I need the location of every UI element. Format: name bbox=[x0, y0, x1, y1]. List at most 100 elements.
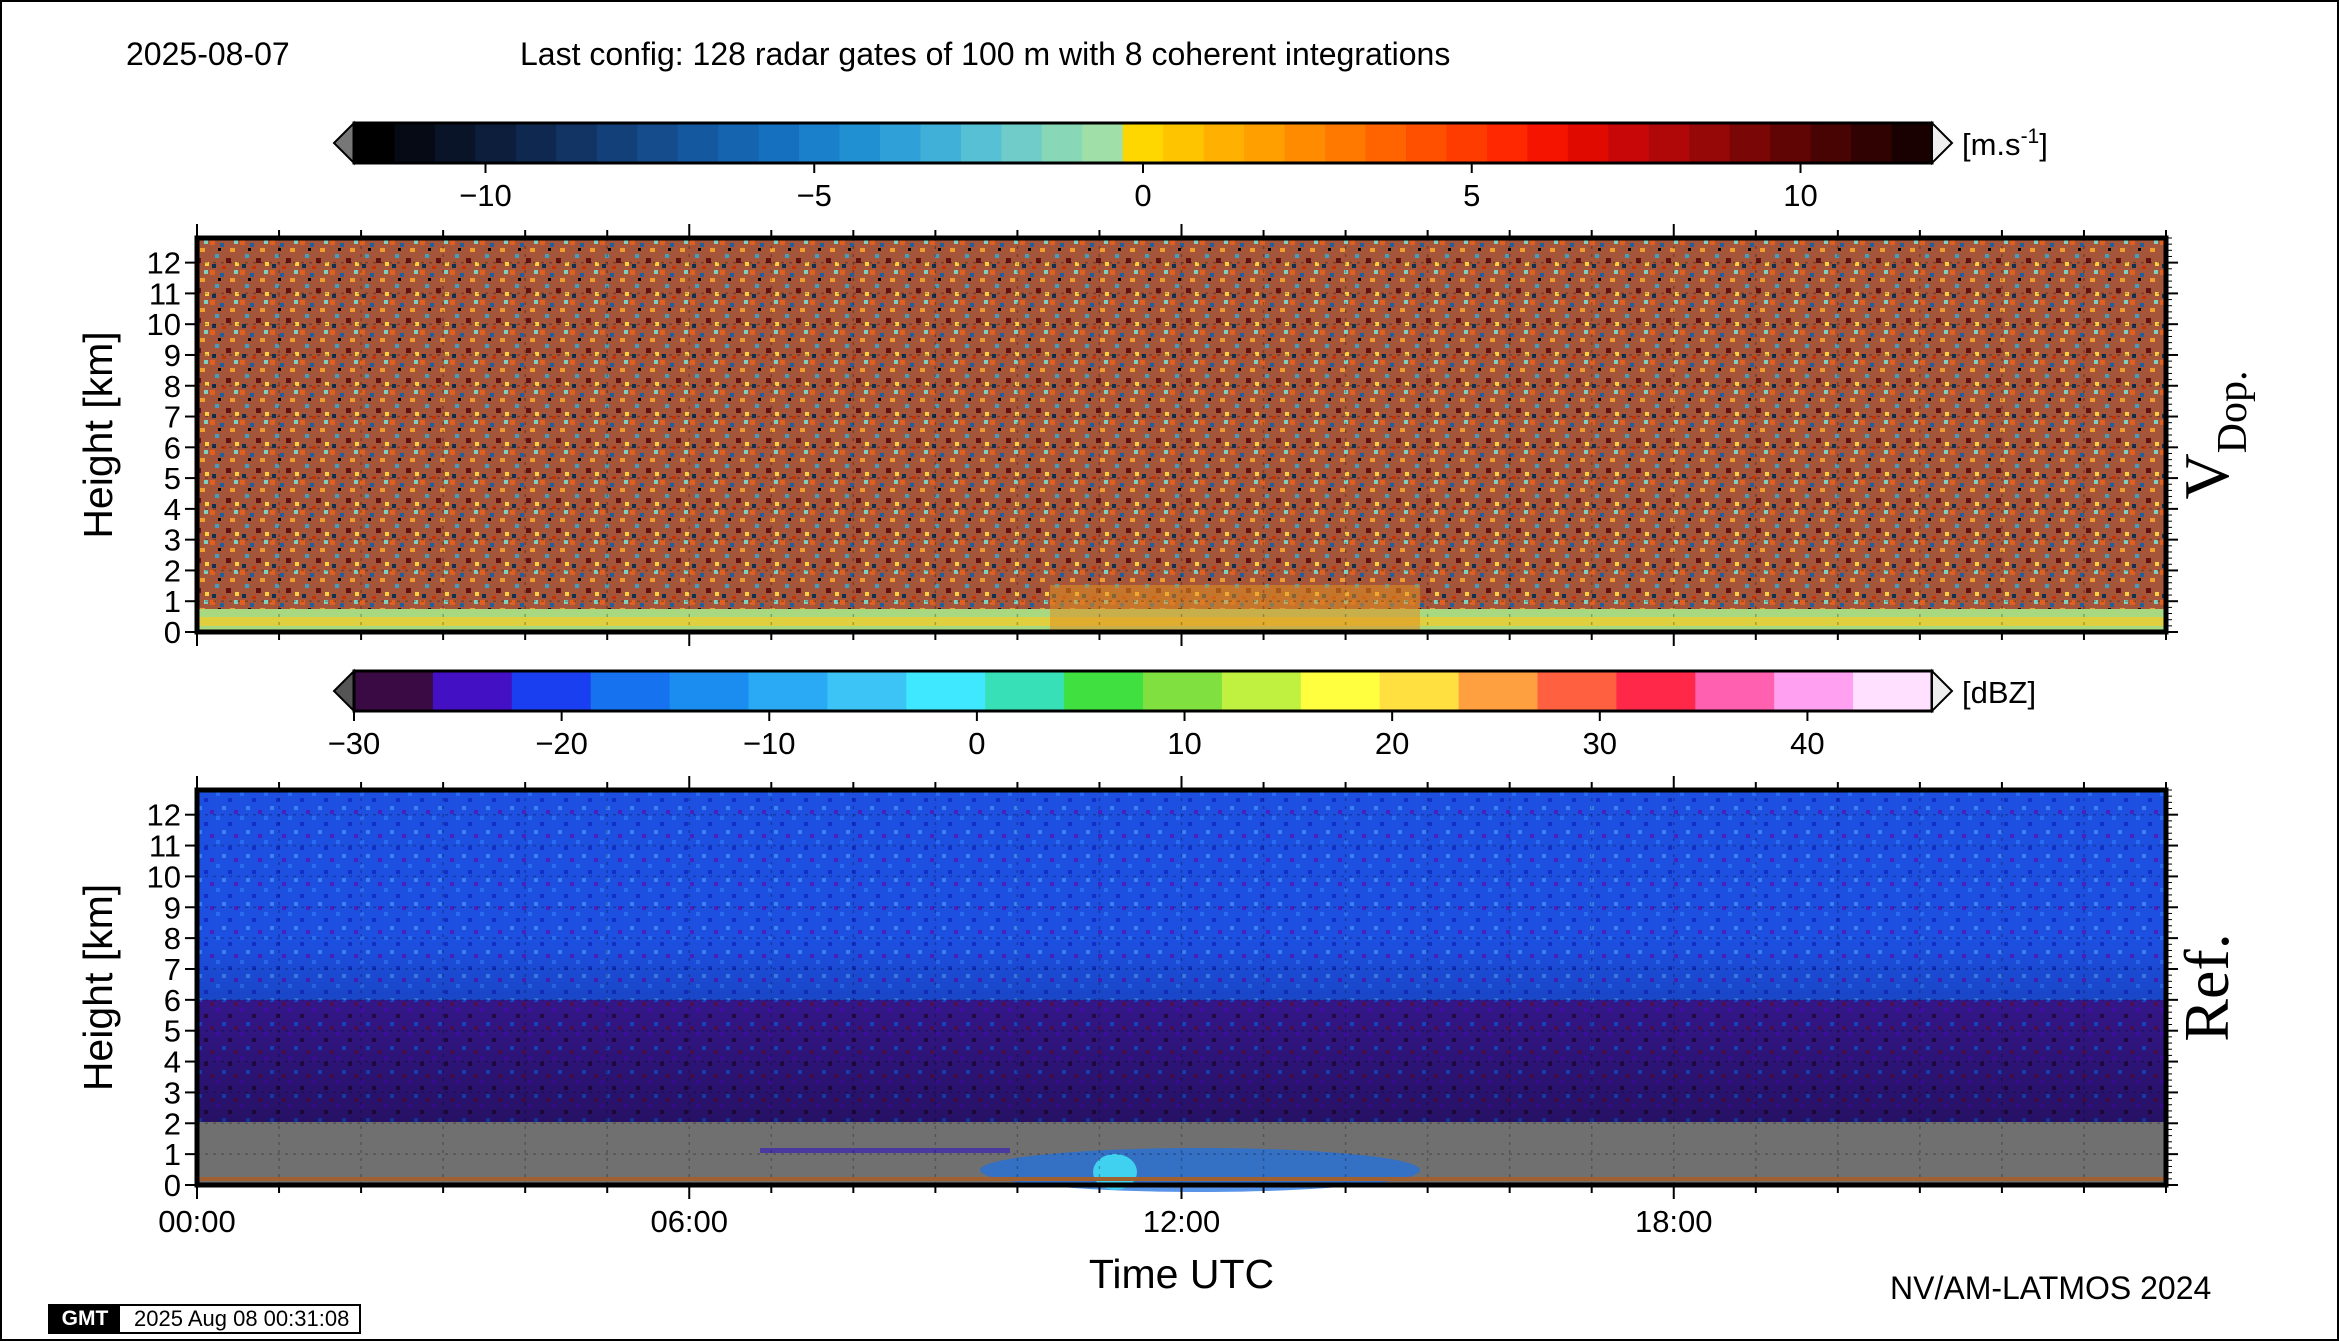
reflectivity-colorbar-tick-label: 20 bbox=[1375, 726, 1409, 761]
reflectivity-colorbar-cell bbox=[354, 671, 434, 711]
velocity-colorbar-tick-label: 5 bbox=[1463, 178, 1480, 213]
reflectivity-y-tick-label: 4 bbox=[164, 1045, 181, 1080]
reflectivity-surface-line bbox=[197, 1177, 2166, 1181]
velocity-y-axis-label: Height [km] bbox=[75, 331, 121, 538]
velocity-colorbar-unit: [m.s-1] bbox=[1962, 125, 2048, 162]
velocity-colorbar-cell bbox=[1163, 123, 1205, 163]
reflectivity-colorbar-tick-label: 0 bbox=[968, 726, 985, 761]
gmt-logo: GMT bbox=[50, 1306, 120, 1332]
figure-date: 2025-08-07 bbox=[126, 36, 290, 72]
velocity-colorbar-cell bbox=[1041, 123, 1083, 163]
velocity-colorbar-tick-label: −5 bbox=[797, 178, 832, 213]
x-tick-label: 12:00 bbox=[1143, 1204, 1221, 1239]
reflectivity-colorbar-cell bbox=[1616, 671, 1696, 711]
reflectivity-y-tick-label: 11 bbox=[149, 829, 181, 864]
velocity-colorbar-cell bbox=[677, 123, 719, 163]
velocity-colorbar-cell bbox=[1891, 123, 1933, 163]
reflectivity-y-tick-label: 6 bbox=[164, 983, 181, 1018]
velocity-y-tick-label: 11 bbox=[149, 276, 181, 311]
reflectivity-y-tick-label: 12 bbox=[147, 798, 181, 833]
velocity-y-tick-label: 9 bbox=[164, 338, 181, 373]
velocity-colorbar-cell bbox=[1365, 123, 1407, 163]
velocity-colorbar-cell bbox=[394, 123, 436, 163]
reflectivity-colorbar-cell bbox=[1379, 671, 1460, 711]
velocity-y-tick-label: 6 bbox=[164, 430, 181, 465]
velocity-colorbar-cell bbox=[1689, 123, 1731, 163]
velocity-colorbar: −10 −5 0 5 10 [m.s-1] bbox=[332, 120, 2048, 213]
reflectivity-colorbar-cell bbox=[1853, 671, 1933, 711]
reflectivity-colorbar-cell bbox=[1458, 671, 1539, 711]
reflectivity-colorbar-tick-label: −30 bbox=[328, 726, 381, 761]
velocity-colorbar-tick-label: 0 bbox=[1134, 178, 1151, 213]
velocity-colorbar-cell bbox=[1446, 123, 1488, 163]
reflectivity-colorbar-cell bbox=[1221, 671, 1302, 711]
reflectivity-y-tick-label: 0 bbox=[164, 1168, 181, 1203]
reflectivity-colorbar: −30 −20 −10 0 10 20 30 40 [dBZ] bbox=[328, 668, 2036, 761]
gmt-timestamp-box: GMT 2025 Aug 08 00:31:08 bbox=[48, 1304, 361, 1334]
reflectivity-colorbar-right-arrow bbox=[1931, 668, 1954, 714]
reflectivity-colorbar-cell bbox=[1143, 671, 1223, 711]
velocity-colorbar-cell bbox=[556, 123, 598, 163]
velocity-colorbar-left-arrow bbox=[332, 120, 355, 166]
x-axis-label: Time UTC bbox=[1089, 1251, 1274, 1297]
velocity-midday-echo bbox=[1050, 585, 1420, 630]
credit-text: NV/AM-LATMOS 2024 bbox=[1890, 1270, 2212, 1306]
velocity-colorbar-right-arrow bbox=[1931, 120, 1954, 166]
velocity-y-tick-label: 0 bbox=[164, 615, 181, 650]
velocity-colorbar-cell bbox=[799, 123, 841, 163]
reflectivity-colorbar-cell bbox=[748, 671, 828, 711]
velocity-y-tick-label: 1 bbox=[164, 584, 181, 619]
reflectivity-y-tick-label: 2 bbox=[164, 1106, 181, 1141]
x-tick-label: 06:00 bbox=[650, 1204, 728, 1239]
velocity-colorbar-cell bbox=[718, 123, 760, 163]
reflectivity-colorbar-unit: [dBZ] bbox=[1962, 675, 2036, 710]
reflectivity-y-tick-label: 10 bbox=[147, 859, 181, 894]
velocity-colorbar-cell bbox=[1203, 123, 1245, 163]
velocity-colorbar-cell bbox=[1851, 123, 1893, 163]
x-tick-label: 18:00 bbox=[1635, 1204, 1713, 1239]
velocity-y-tick-label: 7 bbox=[164, 400, 181, 435]
reflectivity-y-tick-label: 3 bbox=[164, 1075, 181, 1110]
velocity-colorbar-cell bbox=[1527, 123, 1569, 163]
velocity-colorbar-cell bbox=[1567, 123, 1609, 163]
reflectivity-y-tick-label: 1 bbox=[164, 1137, 181, 1172]
reflectivity-y-tick-label: 8 bbox=[164, 921, 181, 956]
velocity-field bbox=[197, 238, 2166, 632]
velocity-colorbar-cell bbox=[434, 123, 476, 163]
reflectivity-colorbar-tick-label: 10 bbox=[1167, 726, 1201, 761]
velocity-panel bbox=[197, 238, 2166, 632]
velocity-y-tick-label: 8 bbox=[164, 369, 181, 404]
velocity-colorbar-cell bbox=[1406, 123, 1448, 163]
reflectivity-colorbar-cell bbox=[1300, 671, 1381, 711]
reflectivity-boundary-line bbox=[760, 1148, 1010, 1153]
reflectivity-y-tick-label: 5 bbox=[164, 1014, 181, 1049]
velocity-colorbar-cell bbox=[1082, 123, 1124, 163]
velocity-colorbar-cell bbox=[839, 123, 881, 163]
reflectivity-colorbar-tick-label: −10 bbox=[743, 726, 796, 761]
reflectivity-mid-shade bbox=[197, 790, 2166, 1125]
velocity-colorbar-cell bbox=[920, 123, 962, 163]
velocity-colorbar-cell bbox=[515, 123, 557, 163]
velocity-y-tick-label: 12 bbox=[147, 246, 181, 281]
reflectivity-colorbar-cell bbox=[511, 671, 592, 711]
velocity-colorbar-cell bbox=[1608, 123, 1650, 163]
reflectivity-y-tick-label: 9 bbox=[164, 890, 181, 925]
velocity-colorbar-tick-label: 10 bbox=[1783, 178, 1817, 213]
reflectivity-colorbar-cell bbox=[432, 671, 513, 711]
velocity-y-tick-label: 2 bbox=[164, 553, 181, 588]
velocity-y-tick-label: 5 bbox=[164, 461, 181, 496]
reflectivity-colorbar-tick-label: 30 bbox=[1583, 726, 1617, 761]
velocity-colorbar-cell bbox=[1486, 123, 1528, 163]
velocity-colorbar-cell bbox=[596, 123, 638, 163]
reflectivity-colorbar-tick-label: −20 bbox=[535, 726, 588, 761]
reflectivity-colorbar-cell bbox=[669, 671, 750, 711]
reflectivity-colorbar-left-arrow bbox=[332, 668, 355, 714]
velocity-y-tick-label: 10 bbox=[147, 307, 181, 342]
reflectivity-colorbar-cell bbox=[1695, 671, 1775, 711]
reflectivity-colorbar-cell bbox=[1774, 671, 1854, 711]
velocity-y-tick-label: 4 bbox=[164, 492, 181, 527]
reflectivity-side-label: Ref. bbox=[2171, 933, 2242, 1041]
velocity-colorbar-cell bbox=[637, 123, 679, 163]
velocity-colorbar-cell bbox=[1729, 123, 1771, 163]
